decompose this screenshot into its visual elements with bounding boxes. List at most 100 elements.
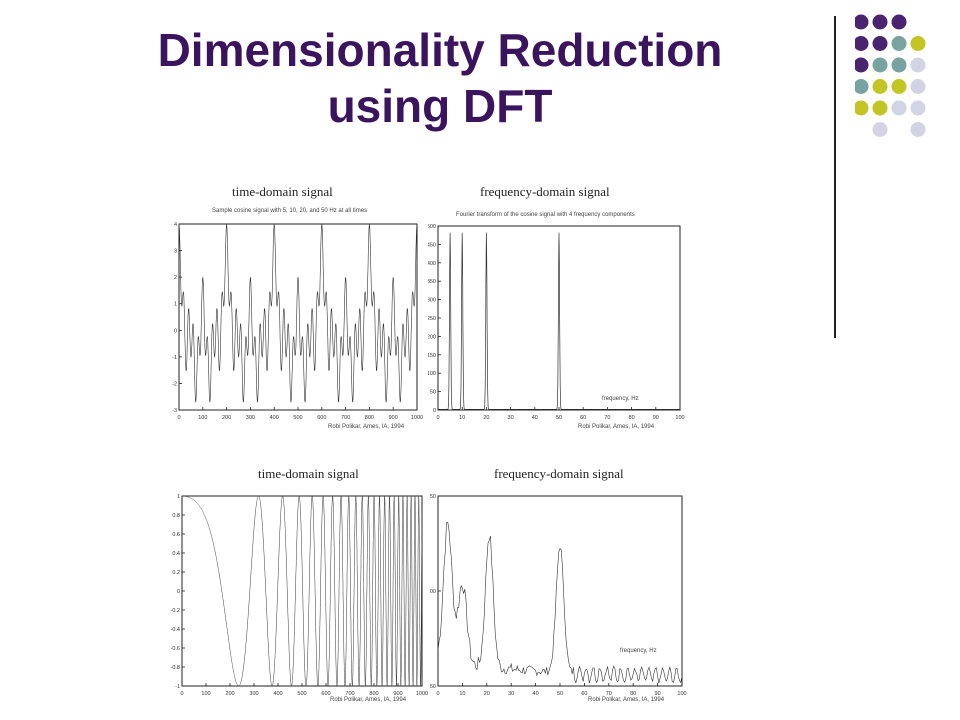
y-tick-label: -1 <box>172 355 177 361</box>
y-tick-label: 1 <box>177 494 180 500</box>
decorative-dot <box>891 100 907 116</box>
x-tick-label: 90 <box>653 415 659 421</box>
figure-top-right: frequency-domain signal Fourier transfor… <box>428 176 690 440</box>
x-tick-label: 200 <box>225 691 234 697</box>
y-tick-label: 150 <box>428 353 436 359</box>
x-tick-label: 100 <box>198 415 207 421</box>
x-tick-label: 70 <box>604 415 610 421</box>
x-tick-label: 400 <box>270 415 279 421</box>
figure-top-left: time-domain signal Sample cosine signal … <box>166 176 428 440</box>
title-line-1: Dimensionality Reduction <box>157 24 723 76</box>
vertical-divider <box>834 16 836 338</box>
y-tick-label: 300 <box>428 298 436 304</box>
x-tick-label: 20 <box>483 415 489 421</box>
decorative-dot <box>910 57 926 73</box>
decorative-dot <box>910 79 926 94</box>
x-tick-label: 60 <box>581 691 587 697</box>
x-tick-label: 900 <box>393 691 402 697</box>
y-tick-label: 0.6 <box>172 532 180 538</box>
x-tick-label: 700 <box>341 415 350 421</box>
decorative-dot <box>855 79 869 94</box>
figure-bottom-right: frequency-domain signal 0 10 20 30 40 50 60 70 8… <box>430 462 698 710</box>
y-tick-label: 0 <box>174 328 177 334</box>
x-tick-label: 300 <box>246 415 255 421</box>
x-tick-label: 80 <box>630 691 636 697</box>
figure-title: time-domain signal <box>232 184 333 199</box>
y-tick-label: -0.4 <box>171 627 180 633</box>
x-tick-label: 1000 <box>411 415 423 421</box>
y-tick-label: -0.6 <box>171 646 180 652</box>
y-tick-label: 50 <box>430 390 436 396</box>
y-tick-label: 0.4 <box>172 551 180 557</box>
x-tick-label: 0 <box>436 691 439 697</box>
figure-credit: Robi Polikar, Ames, IA, 1994 <box>330 697 407 703</box>
time-domain-plot: 0 100 200 300 400 500 600 700 800 900 1000 4 3 2 1 0 -1 -… <box>172 222 423 421</box>
signal-line <box>182 495 423 687</box>
slide-title: Dimensionality Reduction using DFT <box>60 22 820 134</box>
decorative-dot <box>872 122 888 137</box>
x-tick-label: 600 <box>321 691 330 697</box>
y-tick-label: 3 <box>174 249 177 255</box>
decorative-dot <box>891 57 907 73</box>
decorative-dot <box>891 36 907 51</box>
x-tick-label: 30 <box>508 691 514 697</box>
chirp-frequency-plot: 0 10 20 30 40 50 60 70 80 90 100 150 100 50 <box>430 494 687 697</box>
figure-bottom-left: time-domain signal 0 100 200 300 400 500 600 70… <box>166 462 430 710</box>
y-tick-label: 2 <box>174 275 177 281</box>
y-tick-label: 350 <box>428 279 436 285</box>
spectrum-line <box>438 232 680 410</box>
x-tick-label: 30 <box>508 415 514 421</box>
x-tick-label: 0 <box>177 415 180 421</box>
x-tick-label: 1000 <box>416 691 428 697</box>
figure-annotation: frequency, Hz <box>602 396 639 402</box>
x-tick-label: 40 <box>533 691 539 697</box>
plot-frame <box>178 223 418 411</box>
figure-title: frequency-domain signal <box>480 184 610 199</box>
chirp-time-plot: 0 100 200 300 400 500 600 700 800 900 1000 1 0.8 0.6 0… <box>171 494 429 697</box>
y-tick-label: 0.8 <box>172 513 180 519</box>
y-tick-label: 50 <box>430 684 436 690</box>
frequency-domain-plot: 0 10 20 30 40 50 60 70 80 90 100500450400350300250… <box>428 224 685 421</box>
y-tick-label: 200 <box>428 334 436 340</box>
figure-credit: Robi Polikar, Ames, IA, 1994 <box>328 424 405 430</box>
y-tick-label: 0 <box>433 408 436 414</box>
figure-subtitle: Fourier transform of the cosine signal w… <box>456 212 635 218</box>
figure-title: frequency-domain signal <box>494 466 624 481</box>
x-tick-label: 500 <box>297 691 306 697</box>
decorative-dot <box>855 36 869 51</box>
decorative-dot <box>872 14 888 30</box>
y-tick-label: 0.2 <box>172 570 180 576</box>
decorative-dot-grid <box>855 14 926 137</box>
x-tick-label: 20 <box>484 691 490 697</box>
decorative-dot <box>855 57 869 73</box>
x-tick-label: 100 <box>677 691 686 697</box>
x-tick-label: 10 <box>459 691 465 697</box>
y-tick-label: 0 <box>177 589 180 595</box>
decorative-dot <box>910 122 926 137</box>
x-tick-label: 10 <box>459 415 465 421</box>
x-tick-label: 400 <box>273 691 282 697</box>
decorative-dot <box>872 57 888 73</box>
y-tick-label: 500 <box>428 224 436 230</box>
decorative-dot <box>855 14 869 30</box>
decorative-dot <box>872 100 888 116</box>
decorative-dot <box>910 100 926 116</box>
y-tick-label: 100 <box>430 589 436 595</box>
x-tick-label: 800 <box>365 415 374 421</box>
x-tick-label: 70 <box>606 691 612 697</box>
figure-annotation: frequency, Hz <box>620 648 657 654</box>
x-tick-label: 100 <box>675 415 684 421</box>
figure-credit: Robi Polikar, Ames, IA, 1994 <box>588 697 665 703</box>
y-tick-label: -0.8 <box>171 665 180 671</box>
y-tick-label: 400 <box>428 261 436 267</box>
x-tick-label: 700 <box>345 691 354 697</box>
figure-credit: Robi Polikar, Ames, IA, 1994 <box>578 424 655 430</box>
x-tick-label: 300 <box>249 691 258 697</box>
spectrum-line <box>437 521 683 684</box>
decorative-dot <box>910 36 926 51</box>
y-tick-label: 150 <box>430 494 436 500</box>
x-tick-label: 100 <box>201 691 210 697</box>
x-tick-label: 90 <box>655 691 661 697</box>
y-tick-label: 250 <box>428 316 436 322</box>
x-tick-label: 0 <box>436 415 439 421</box>
